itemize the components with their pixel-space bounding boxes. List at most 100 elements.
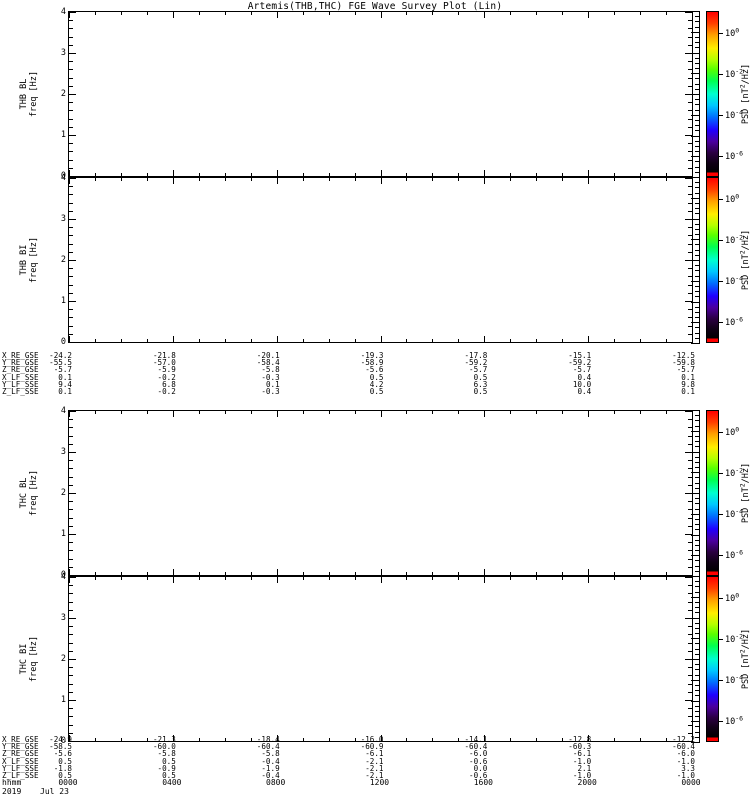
x-tick-top [484,12,486,18]
colorbar-rail-tick [691,472,700,474]
y-tick-right [688,419,692,421]
x-tick-top [640,178,642,181]
ephemeris-value: -20.1 [256,351,280,360]
y-tick [69,501,73,503]
y-tick [69,525,73,527]
y-tick [69,419,73,421]
x-tick-top [458,411,460,414]
x-tick-top [484,411,486,417]
ephemeris-value: -5.8 [157,749,176,759]
y-tick-right [688,468,692,470]
y-tick-right [688,268,692,270]
colorbar-rail-tick [695,664,700,666]
colorbar-rail-tick [695,441,700,443]
ephemeris-value: 0.1 [58,386,72,396]
x-tick-bottom [146,339,148,342]
x-tick-top [666,411,668,414]
y-tick [69,243,73,245]
y-axis-label-4: THC BI freq [Hz] [19,636,40,682]
ephemeris-value: -6.0 [469,749,488,759]
colorbar-title-2: PSD [nT2/Hz] [738,229,750,291]
x-tick-top [146,411,148,414]
colorbar-rail-tick [691,721,700,723]
x-tick-top [536,12,538,15]
colorbar-rail-tick [695,487,700,489]
colorbar-rail-tick [695,612,700,614]
colorbar-rail-tick [695,633,700,635]
x-tick-bottom [302,339,304,342]
colorbar-rail-tick [691,280,700,282]
y-tick [69,708,73,710]
y-tick-label: 3 [60,47,66,58]
y-tick [69,317,73,319]
y-tick-right [688,550,692,552]
colorbar-tick-label: 100 [725,424,740,438]
ephemeris-value: 0.0 [473,763,488,773]
ephemeris-value: -0.3 [261,372,280,382]
colorbar-rail-tick [695,731,700,733]
x-tick-top [510,12,512,15]
y-tick [69,61,73,63]
colorbar-rail-tick [691,11,700,12]
x-tick-bottom [562,572,564,575]
x-tick-bottom [224,339,226,342]
colorbar-title-4: PSD [nT2/Hz] [738,628,750,690]
colorbar-rail-tick [695,690,700,692]
x-tick-top [69,178,70,184]
y-tick-right [685,53,692,54]
x-tick-bottom [224,173,226,176]
x-tick-bottom [328,339,330,342]
x-tick-bottom [536,173,538,176]
y-axis-label-1: THB BL freq [Hz] [19,71,40,117]
x-tick-top [302,12,304,15]
ephemeris-value: -0.4 [261,770,280,780]
colorbar-rail-tick [695,524,700,526]
ephemeris-value: -1.0 [572,770,592,780]
x-tick-top [120,12,122,15]
y-tick [69,691,73,693]
y-tick-right [688,151,692,153]
y-tick [69,135,76,136]
x-tick-top [640,411,642,414]
x-tick-bottom [250,173,252,176]
y-tick [69,476,73,478]
colorbar-rail-tick [691,197,700,199]
colorbar-rail-tick [695,643,700,645]
ephemeris-value: -6.1 [572,749,592,759]
y-tick-right [688,102,692,104]
colorbar-rail-tick [695,249,700,251]
y-tick-label: 3 [60,446,66,457]
x-tick-top [354,12,356,15]
x-tick-top [666,178,668,181]
x-tick-top [406,178,408,181]
ephemeris-value: -5.7 [572,365,592,375]
y-tick-label: 2 [60,254,66,265]
ephemeris-value: 0.5 [162,756,176,766]
y-tick-right [688,716,692,718]
y-tick [69,167,73,169]
colorbar-rail-4 [691,576,700,743]
colorbar-rail-tick [695,78,700,80]
colorbar-rail-tick [695,182,700,184]
y-tick-right [685,219,692,220]
colorbar-tick-label: 10-4 [725,506,744,520]
ephemeris-row-label: Y_LF_SSE [2,763,39,773]
x-tick-top [354,577,356,580]
y-tick [69,609,73,611]
x-tick-bottom [94,339,96,342]
y-tick [69,534,76,535]
y-tick [69,716,73,718]
y-tick-right [688,292,692,294]
spectrogram-panel-1: 0 1 2 3 4 [61,8,693,180]
x-tick-top [224,12,226,15]
colorbar-rail-tick [695,275,700,277]
colorbar-rail-tick [695,482,700,484]
y-tick [69,642,73,644]
time-tick-label: 1200 [369,778,390,788]
colorbar-tick-label: 10-2 [725,66,744,80]
y-tick [69,700,76,701]
colorbar-rail-tick [695,125,700,127]
y-tick-label: 3 [60,612,66,623]
ephemeris-value: -0.9 [157,763,176,773]
y-tick-right [685,12,692,13]
